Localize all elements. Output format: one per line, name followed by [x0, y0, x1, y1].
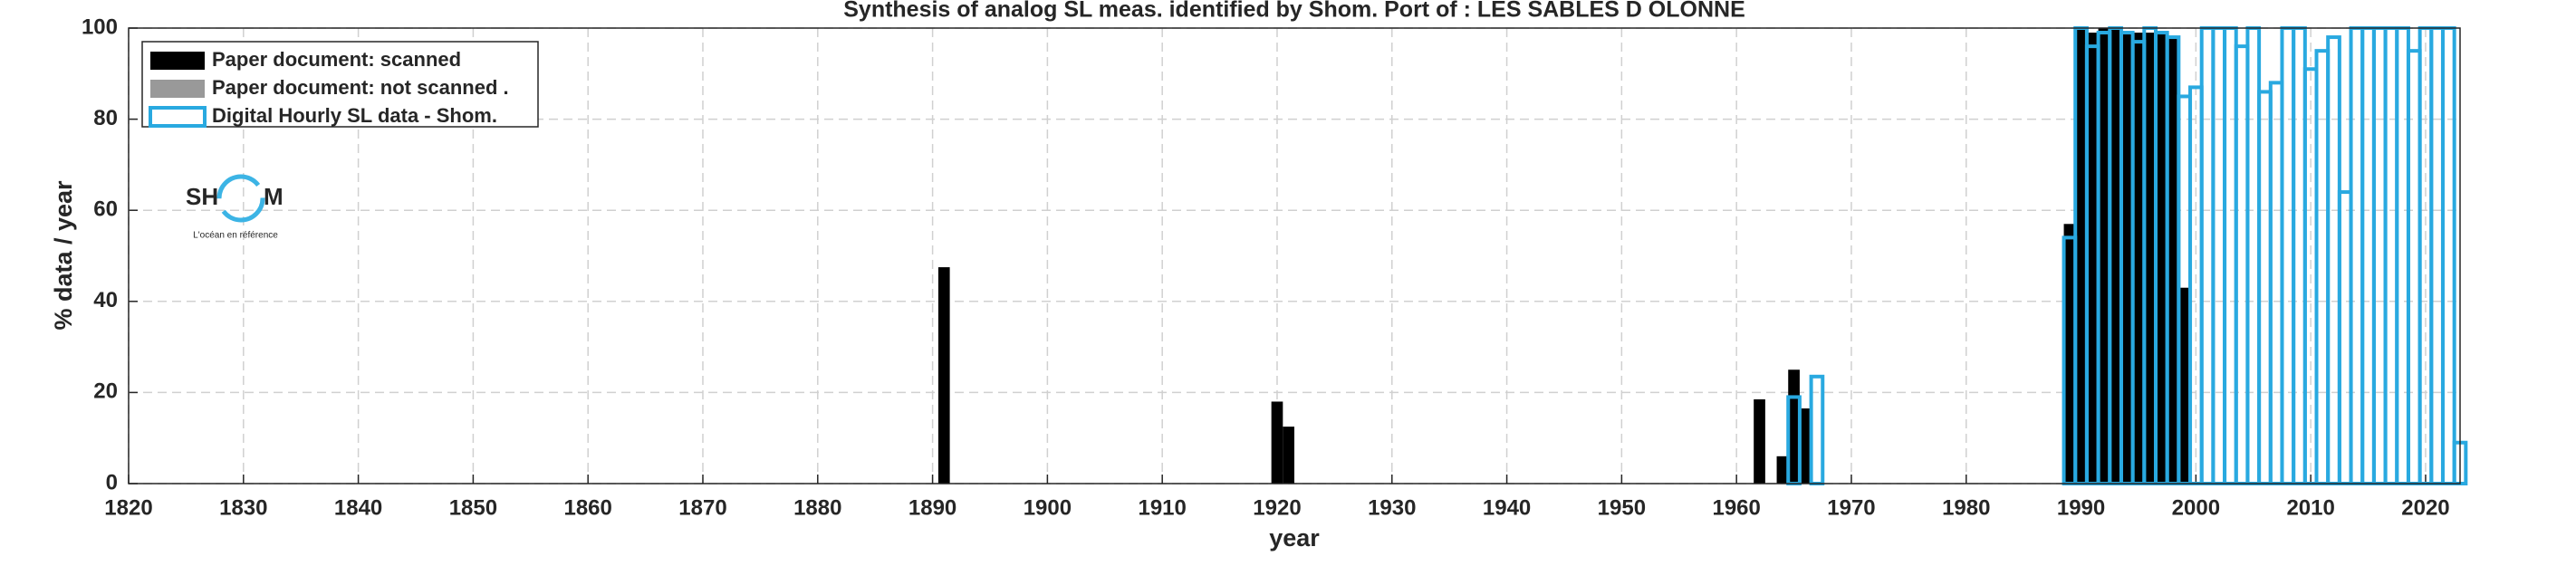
bar	[937, 267, 950, 484]
legend-swatch	[149, 106, 207, 128]
legend-swatch	[150, 52, 205, 70]
x-tick-label: 1860	[563, 495, 611, 520]
bar	[1754, 398, 1765, 484]
logo-ring	[216, 174, 265, 223]
legend-label: Paper document: not scanned .	[212, 76, 509, 99]
bar	[2178, 287, 2191, 484]
x-tick-label: 1870	[678, 495, 726, 520]
bar	[1776, 456, 1789, 484]
logo-text: M	[264, 183, 284, 210]
x-tick-label: 1900	[1024, 495, 1072, 520]
bar	[2132, 33, 2145, 484]
bar	[2144, 33, 2156, 484]
legend-label: Digital Hourly SL data - Shom.	[212, 104, 497, 127]
bar	[2155, 33, 2167, 484]
x-axis-label: year	[1269, 524, 1320, 552]
x-tick-label: 1880	[793, 495, 841, 520]
logo-tagline: L'océan en référence	[193, 231, 278, 241]
x-tick-label: 1990	[2057, 495, 2105, 520]
bar	[2098, 28, 2110, 484]
bar	[2120, 33, 2133, 484]
y-tick-label: 60	[93, 197, 118, 222]
bar	[2075, 28, 2087, 484]
bar	[1799, 408, 1812, 484]
x-tick-label: 2000	[2172, 495, 2220, 520]
x-tick-label: 1950	[1598, 495, 1646, 520]
x-tick-label: 1850	[449, 495, 497, 520]
x-tick-label: 2020	[2401, 495, 2449, 520]
y-tick-label: 40	[93, 288, 118, 312]
x-tick-label: 1840	[334, 495, 382, 520]
y-tick-label: 80	[93, 106, 118, 130]
axes-box	[128, 27, 2461, 484]
bar	[1271, 401, 1283, 484]
chart-title: Synthesis of analog SL meas. identified …	[843, 0, 1745, 23]
bar	[2063, 224, 2076, 484]
legend-label: Paper document: scanned	[212, 48, 461, 71]
x-tick-label: 1970	[1827, 495, 1875, 520]
x-tick-label: 1940	[1483, 495, 1531, 520]
x-tick-label: 1960	[1712, 495, 1760, 520]
bar	[2167, 37, 2179, 484]
logo-text: SH	[186, 183, 218, 210]
y-tick-label: 20	[93, 379, 118, 404]
x-tick-label: 1980	[1942, 495, 1990, 520]
logo: SH M L'océan en référence	[186, 174, 284, 241]
y-axis-label: % data / year	[50, 180, 77, 331]
legend-swatch	[150, 80, 205, 98]
bar	[1283, 427, 1294, 484]
legend-box	[141, 41, 539, 128]
x-tick-label: 1890	[908, 495, 956, 520]
x-tick-label: 1910	[1138, 495, 1186, 520]
x-tick-label: 1820	[104, 495, 152, 520]
x-tick-label: 1930	[1368, 495, 1416, 520]
bar	[2086, 33, 2099, 484]
x-tick-label: 1920	[1253, 495, 1301, 520]
y-tick-label: 100	[82, 14, 118, 39]
y-tick-label: 0	[106, 470, 118, 494]
bar	[2110, 28, 2121, 484]
legend: Paper document: scanned Paper document: n…	[141, 41, 539, 128]
x-tick-label: 2010	[2286, 495, 2334, 520]
x-tick-label: 1830	[219, 495, 267, 520]
